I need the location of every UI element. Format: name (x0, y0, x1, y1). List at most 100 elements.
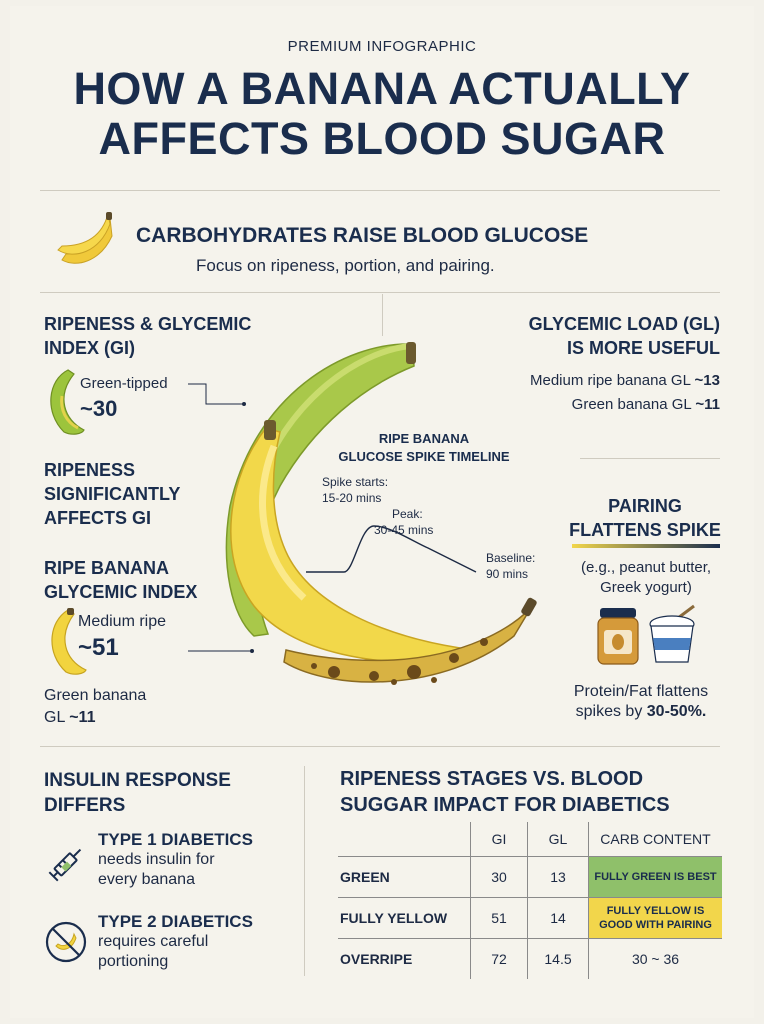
spike-start: Spike starts: 15-20 mins (322, 474, 388, 506)
type2-block: TYPE 2 DIABETICS requires careful portio… (98, 912, 253, 972)
ripeness-gi-heading: RIPENESS & GLYCEMIC INDEX (GI) (44, 312, 251, 360)
green-banana-gl-right: Green banana GL ~11 (572, 394, 720, 416)
connector-line (188, 649, 254, 653)
page-title: HOW A BANANA ACTUALLY AFFECTS BLOOD SUGA… (0, 64, 764, 164)
divider (304, 766, 305, 976)
green-banana-icon (50, 369, 85, 435)
ripeness-affects-heading: RIPENESS SIGNIFICANTLY AFFECTS GI (44, 458, 180, 530)
heading-line: GLYCEMIC LOAD (GL) (528, 314, 720, 334)
type1-title: TYPE 1 DIABETICS (98, 830, 253, 849)
green-banana-gl: GL ~11 (44, 708, 95, 728)
gl-cell: 14 (527, 897, 589, 939)
examples-line: Greek yogurt) (600, 579, 692, 596)
medium-ripe-gi-value: ~51 (78, 634, 119, 661)
stage-cell: GREEN (338, 856, 471, 898)
spike-start-label: Spike starts: (322, 475, 389, 489)
type2-title: TYPE 2 DIABETICS (98, 912, 253, 931)
heading-line: SIGNIFICANTLY (44, 484, 181, 504)
timeline-title-line: GLUCOSE SPIKE TIMELINE (338, 449, 510, 464)
heading-line: GLYCEMIC INDEX (44, 582, 198, 602)
intro-heading: CARBOHYDRATES RAISE BLOOD GLUCOSE (136, 224, 589, 247)
banana-bunch-icon (57, 212, 113, 264)
carb-line: GOOD WITH PAIRING (599, 919, 712, 931)
gi-cell: 30 (470, 856, 528, 898)
pairing-accent-bar (572, 544, 720, 548)
heading-line: INSULIN RESPONSE (44, 770, 231, 791)
carb-cell: FULLY YELLOW IS GOOD WITH PAIRING (588, 897, 722, 939)
table-heading: RIPENESS STAGES VS. BLOOD SUGGAR IMPACT … (340, 766, 670, 818)
result-line: spikes by 30-50%. (536, 702, 746, 722)
connector-line (188, 383, 246, 406)
banana-illustration (225, 342, 537, 685)
carb-line: FULLY YELLOW IS (606, 905, 705, 917)
gl-prefix: Green banana GL (571, 396, 696, 413)
gi-cell: 72 (470, 938, 528, 979)
result-line: Protein/Fat flattens (573, 683, 709, 700)
heading-line: FLATTENS SPIKE (569, 520, 721, 540)
glycemic-load-heading: GLYCEMIC LOAD (GL) IS MORE USEFUL (529, 312, 720, 360)
no-banana-icon (45, 921, 87, 963)
timeline-title: RIPE BANANA GLUCOSE SPIKE TIMELINE (304, 430, 544, 466)
spike-peak-value: 30-45 mins (374, 523, 434, 537)
carb-cell: FULLY GREEN IS BEST (588, 856, 722, 898)
heading-line: DIFFERS (44, 795, 126, 816)
baseline-value: 90 mins (486, 567, 529, 581)
gi-cell: 51 (470, 897, 528, 939)
heading-line: RIPE BANANA (44, 558, 170, 578)
ripeness-table: GI GL CARB CONTENT GREEN 30 13 FULLY GRE… (338, 822, 722, 979)
gl-value: ~13 (694, 372, 720, 389)
type2-line: requires careful (98, 933, 209, 950)
gl-cell: 13 (527, 856, 589, 898)
column-header: GI (470, 822, 528, 857)
carb-cell: 30 ~ 36 (588, 938, 722, 979)
table-row: FULLY YELLOW 51 14 FULLY YELLOW IS GOOD … (338, 897, 722, 939)
eyebrow-label: PREMIUM INFOGRAPHIC (287, 38, 477, 55)
stage-cell: FULLY YELLOW (338, 897, 471, 939)
column-header: CARB CONTENT (588, 822, 722, 857)
column-header: GL (527, 822, 589, 857)
table-row: GREEN 30 13 FULLY GREEN IS BEST (338, 856, 722, 898)
column-header (338, 822, 471, 857)
heading-line: RIPENESS STAGES VS. BLOOD (340, 768, 644, 790)
ripe-gi-heading: RIPE BANANA GLYCEMIC INDEX (44, 556, 197, 604)
heading-line: INDEX (GI) (44, 338, 136, 358)
title-line-1: HOW A BANANA ACTUALLY (73, 63, 691, 114)
gl-value: ~11 (695, 396, 720, 413)
type1-line: needs insulin for (98, 851, 215, 868)
divider (40, 292, 720, 293)
green-banana-label: Green banana (44, 687, 147, 704)
type1-block: TYPE 1 DIABETICS needs insulin for every… (98, 830, 253, 890)
pairing-examples: (e.g., peanut butter, Greek yogurt) (546, 558, 746, 598)
pairing-heading: PAIRING FLATTENS SPIKE (560, 494, 730, 542)
intro-text: Focus on ripeness, portion, and pairing. (196, 256, 495, 275)
pairing-result: Protein/Fat flattens spikes by 30-50%. (536, 682, 746, 722)
spike-start-value: 15-20 mins (322, 491, 382, 505)
insulin-heading: INSULIN RESPONSE DIFFERS (44, 768, 231, 818)
gl-value: ~11 (69, 709, 96, 726)
table-row: OVERRIPE 72 14.5 30 ~ 36 (338, 938, 722, 979)
medium-ripe-gl: Medium ripe banana GL ~13 (530, 370, 720, 392)
green-tipped-gi-value: ~30 (80, 396, 118, 421)
heading-line: RIPENESS & GLYCEMIC (44, 314, 252, 334)
spike-peak: Peak: 30-45 mins (374, 506, 433, 538)
examples-line: (e.g., peanut butter, (580, 559, 712, 576)
divider (40, 190, 720, 191)
timeline-title-line: RIPE BANANA (378, 431, 470, 446)
heading-line: IS MORE USEFUL (566, 338, 720, 358)
peanut-butter-jar-icon (597, 608, 639, 665)
heading-line: RIPENESS (44, 460, 136, 480)
stage-cell: OVERRIPE (338, 938, 471, 979)
result-prefix: spikes by (575, 703, 647, 720)
gl-prefix: Medium ripe banana GL (530, 372, 695, 389)
result-value: 30-50%. (646, 703, 707, 720)
gl-prefix: GL (44, 709, 70, 726)
heading-line: AFFECTS GI (44, 508, 151, 528)
baseline-label: Baseline: (486, 551, 536, 565)
table-header-row: GI GL CARB CONTENT (338, 822, 722, 857)
gl-cell: 14.5 (527, 938, 589, 979)
divider (580, 458, 720, 459)
medium-ripe-label: Medium ripe (78, 613, 167, 630)
heading-line: SUGGAR IMPACT FOR DIABETICS (340, 794, 670, 816)
green-tipped-label: Green-tipped (80, 375, 168, 392)
yogurt-cup-icon (649, 604, 695, 663)
